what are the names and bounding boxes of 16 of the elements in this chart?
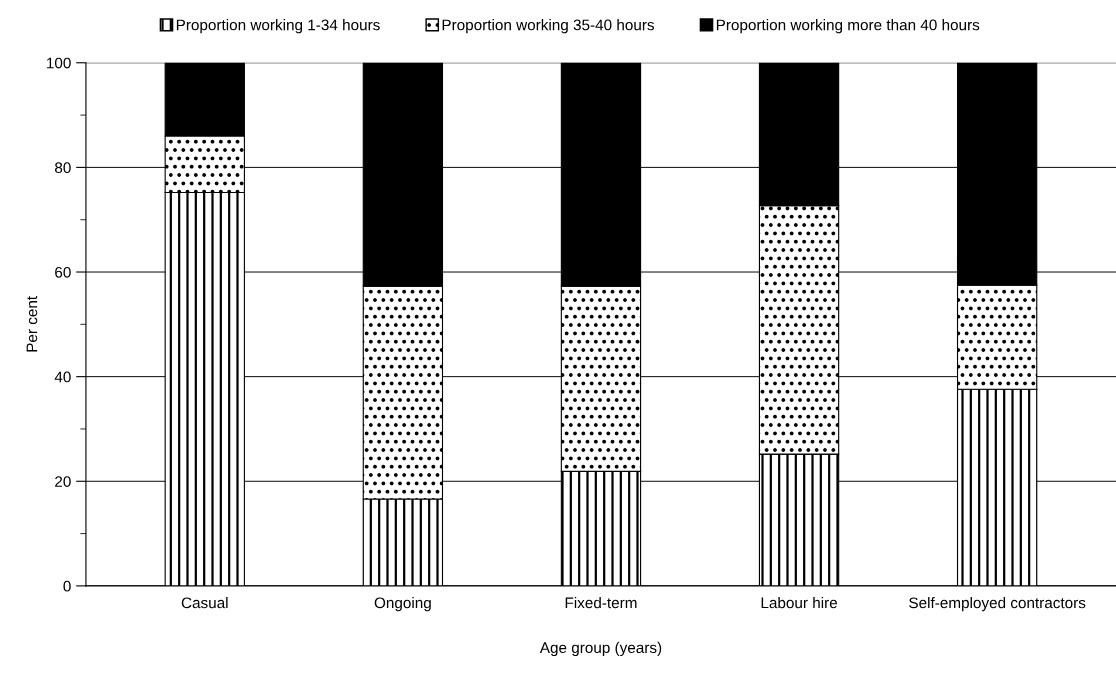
x-tick-label: Fixed-term <box>565 597 637 609</box>
y-tick-label: 100 <box>47 57 71 69</box>
x-tick-label: Ongoing <box>374 597 431 612</box>
y-tick-label: 60 <box>55 266 71 278</box>
y-axis-title: Per cent <box>26 296 38 352</box>
legend-label: Proportion working 1-34 hours <box>176 19 380 34</box>
x-tick-label: Labour hire <box>761 597 838 609</box>
y-tick-label: 20 <box>55 476 71 487</box>
x-tick-label: Casual <box>181 597 228 609</box>
x-tick-label: Self-employed contractors <box>909 597 1086 612</box>
legend-label: Proportion working 35-40 hours <box>442 19 655 34</box>
y-tick-label: 40 <box>54 371 71 383</box>
legend-label: Proportion working more than 40 hours <box>716 19 980 34</box>
y-tick-label: 80 <box>55 162 71 174</box>
x-axis-title: Age group (years) <box>539 641 662 657</box>
y-tick-label: 0 <box>63 580 71 592</box>
